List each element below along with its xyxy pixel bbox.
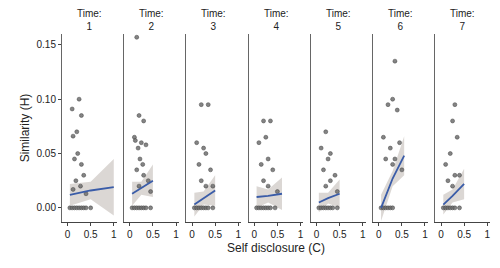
svg-text:1: 1 bbox=[422, 229, 428, 240]
svg-text:1: 1 bbox=[111, 229, 117, 240]
svg-text:0: 0 bbox=[314, 229, 320, 240]
svg-text:0: 0 bbox=[438, 229, 444, 240]
svg-text:0.10: 0.10 bbox=[37, 94, 57, 105]
svg-text:0.5: 0.5 bbox=[333, 229, 347, 240]
svg-text:0.15: 0.15 bbox=[37, 39, 57, 50]
svg-text:0.5: 0.5 bbox=[84, 229, 98, 240]
svg-text:Time:2: Time:2 bbox=[139, 8, 164, 32]
svg-text:0.5: 0.5 bbox=[208, 229, 222, 240]
svg-text:0: 0 bbox=[376, 229, 382, 240]
svg-text:0: 0 bbox=[127, 229, 133, 240]
svg-text:0.05: 0.05 bbox=[37, 148, 57, 159]
svg-text:1: 1 bbox=[173, 229, 179, 240]
svg-text:0.5: 0.5 bbox=[395, 229, 409, 240]
svg-text:Self disclosure (C): Self disclosure (C) bbox=[227, 241, 325, 255]
svg-text:0: 0 bbox=[189, 229, 195, 240]
svg-text:Similarity (H): Similarity (H) bbox=[18, 94, 32, 163]
svg-text:Time:7: Time:7 bbox=[450, 8, 475, 32]
svg-text:0: 0 bbox=[251, 229, 257, 240]
svg-text:Time:1: Time:1 bbox=[77, 8, 102, 32]
svg-text:0.00: 0.00 bbox=[37, 202, 57, 213]
svg-text:1: 1 bbox=[360, 229, 366, 240]
svg-text:0.5: 0.5 bbox=[146, 229, 160, 240]
svg-text:1: 1 bbox=[484, 229, 490, 240]
svg-text:1: 1 bbox=[235, 229, 241, 240]
svg-text:Time:3: Time:3 bbox=[201, 8, 226, 32]
svg-text:Time:4: Time:4 bbox=[264, 8, 289, 32]
svg-text:Time:6: Time:6 bbox=[388, 8, 413, 32]
svg-text:0: 0 bbox=[65, 229, 71, 240]
svg-text:0.5: 0.5 bbox=[270, 229, 284, 240]
svg-text:Time:5: Time:5 bbox=[326, 8, 351, 32]
svg-text:0.5: 0.5 bbox=[457, 229, 471, 240]
svg-text:1: 1 bbox=[298, 229, 304, 240]
